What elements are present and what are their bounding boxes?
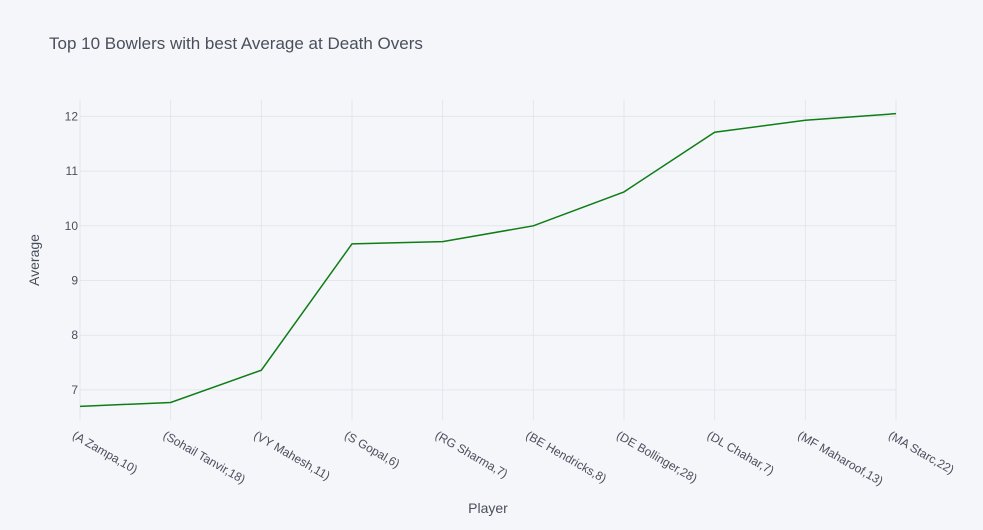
x-tick-label: (BE Hendricks,8)	[523, 428, 609, 485]
y-tick-label: 10	[65, 219, 79, 233]
y-axis-ticks: 7 8 9 10 11 12	[65, 109, 79, 397]
y-tick-label: 12	[65, 109, 79, 123]
x-tick-label: (MA Starc,22)	[886, 428, 957, 477]
x-tick-label: (DE Bollinger,28)	[614, 428, 700, 485]
y-tick-label: 9	[71, 274, 78, 288]
x-axis-ticks: (A Zampa,10) (Sohail Tanvir,18)(VY Mahesh…	[70, 428, 957, 488]
x-tick-label: (A Zampa,10)	[70, 428, 140, 476]
y-tick-label: 11	[66, 164, 79, 178]
y-tick-label: 7	[71, 383, 78, 397]
x-tick-label: (RG Sharma,7)	[433, 428, 510, 481]
y-axis-title: Average	[26, 234, 42, 286]
series-line	[80, 114, 896, 407]
y-tick-label: 8	[71, 328, 78, 342]
series-lines	[80, 114, 896, 407]
grid-lines	[80, 100, 896, 420]
x-tick-label: (S Gopal,6)	[342, 428, 402, 471]
x-tick-label: (DL Chahar,7)	[705, 428, 777, 478]
x-tick-label: (VY Mahesh,11)	[251, 428, 332, 483]
x-tick-label: (MF Maharoof,13)	[795, 428, 885, 488]
x-axis-title: Player	[468, 500, 508, 516]
x-tick-label: (Sohail Tanvir,18)	[161, 428, 248, 486]
chart-title: Top 10 Bowlers with best Average at Deat…	[49, 34, 423, 54]
